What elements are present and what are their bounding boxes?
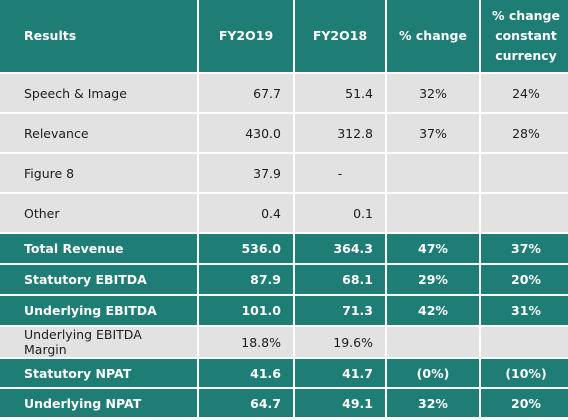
table-row: Underlying EBITDA Margin 18.8% 19.6% [0, 327, 568, 357]
table-row: Figure 8 37.9 - [0, 154, 568, 192]
row-fy2019: 67.7 [199, 74, 293, 112]
header-results: Results [0, 0, 197, 72]
row-pct-change [387, 194, 479, 232]
table-row-underlying-ebitda: Underlying EBITDA 101.0 71.3 42% 31% [0, 296, 568, 325]
row-fy2019: 0.4 [199, 194, 293, 232]
row-fy2018: 68.1 [295, 265, 385, 294]
row-fy2018: 71.3 [295, 296, 385, 325]
row-pct-change [387, 327, 479, 357]
row-pct-change: 32% [387, 389, 479, 417]
row-pct-change-cc: 24% [481, 74, 568, 112]
row-fy2019: 536.0 [199, 234, 293, 263]
row-fy2018: 41.7 [295, 359, 385, 387]
row-pct-change-cc: 37% [481, 234, 568, 263]
row-fy2018: 0.1 [295, 194, 385, 232]
table-row-underlying-npat: Underlying NPAT 64.7 49.1 32% 20% [0, 389, 568, 417]
row-label: Underlying NPAT [0, 389, 197, 417]
row-pct-change-cc: 20% [481, 265, 568, 294]
row-fy2019: 101.0 [199, 296, 293, 325]
row-fy2019: 18.8% [199, 327, 293, 357]
row-fy2018: 51.4 [295, 74, 385, 112]
row-pct-change-cc [481, 154, 568, 192]
header-cc-line1: % change [492, 8, 560, 23]
row-pct-change: 29% [387, 265, 479, 294]
row-label: Total Revenue [0, 234, 197, 263]
header-fy2018: FY2O18 [295, 0, 385, 72]
row-fy2018: 364.3 [295, 234, 385, 263]
table-row-statutory-ebitda: Statutory EBITDA 87.9 68.1 29% 20% [0, 265, 568, 294]
row-fy2019: 64.7 [199, 389, 293, 417]
row-label: Other [0, 194, 197, 232]
row-fy2018: 312.8 [295, 114, 385, 152]
row-pct-change [387, 154, 479, 192]
row-fy2019: 37.9 [199, 154, 293, 192]
row-label: Statutory NPAT [0, 359, 197, 387]
row-pct-change-cc: 20% [481, 389, 568, 417]
header-cc-line2: constant [495, 28, 557, 43]
row-label: Statutory EBITDA [0, 265, 197, 294]
table-row: Speech & Image 67.7 51.4 32% 24% [0, 74, 568, 112]
table-row: Other 0.4 0.1 [0, 194, 568, 232]
header-pct-change-constant-currency: % change constant currency [481, 0, 568, 72]
row-pct-change-cc [481, 194, 568, 232]
row-fy2018: 19.6% [295, 327, 385, 357]
row-pct-change-cc: 28% [481, 114, 568, 152]
table-header: Results FY2O19 FY2O18 % change % change … [0, 0, 568, 72]
row-label: Speech & Image [0, 74, 197, 112]
row-pct-change-cc: 31% [481, 296, 568, 325]
header-fy2019: FY2O19 [199, 0, 293, 72]
row-fy2019: 430.0 [199, 114, 293, 152]
row-pct-change: (0%) [387, 359, 479, 387]
row-label: Underlying EBITDA Margin [0, 327, 197, 357]
table-row: Relevance 430.0 312.8 37% 28% [0, 114, 568, 152]
row-fy2018: - [295, 154, 385, 192]
header-pct-change: % change [387, 0, 479, 72]
row-pct-change: 37% [387, 114, 479, 152]
row-label: Underlying EBITDA [0, 296, 197, 325]
row-fy2019: 87.9 [199, 265, 293, 294]
header-cc-line3: currency [495, 48, 557, 63]
table-row-total-revenue: Total Revenue 536.0 364.3 47% 37% [0, 234, 568, 263]
row-label: Relevance [0, 114, 197, 152]
row-fy2019: 41.6 [199, 359, 293, 387]
row-pct-change-cc: (10%) [481, 359, 568, 387]
row-label: Figure 8 [0, 154, 197, 192]
table-row-statutory-npat: Statutory NPAT 41.6 41.7 (0%) (10%) [0, 359, 568, 387]
row-pct-change-cc [481, 327, 568, 357]
row-pct-change: 42% [387, 296, 479, 325]
row-fy2018: 49.1 [295, 389, 385, 417]
row-pct-change: 47% [387, 234, 479, 263]
row-pct-change: 32% [387, 74, 479, 112]
